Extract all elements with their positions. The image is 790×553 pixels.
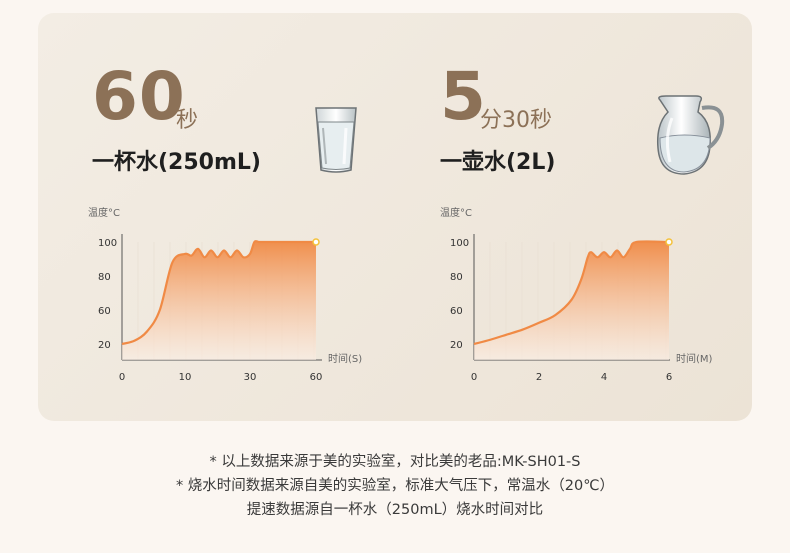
series-line (121, 240, 316, 346)
x-tick-label: 10 (179, 372, 192, 383)
x-tick-label: 6 (666, 372, 672, 383)
series-line (473, 240, 670, 346)
end-point-marker (665, 238, 673, 246)
panel2-time-value: 5 (440, 58, 486, 135)
y-axis-label: 温度°C (440, 206, 472, 219)
y-tick-label: 80 (98, 272, 111, 283)
y-tick-label: 20 (450, 340, 463, 351)
footnote-1: * 以上数据来源于美的实验室，对比美的老品:MK-SH01-S (209, 454, 581, 470)
y-tick-label: 60 (450, 306, 463, 317)
series-area (122, 241, 316, 360)
chart-one-pot: 温度°C 时间(M) 100 80 60 20 0 2 4 6 (440, 206, 713, 383)
x-tick-label: 60 (310, 372, 323, 383)
panel1-time-value: 60 (92, 58, 186, 135)
x-tick-label: 2 (536, 372, 542, 383)
y-tick-label: 20 (98, 340, 111, 351)
panel1-subtitle: 一杯水(250mL) (92, 150, 261, 175)
footnote-3: 提速数据源自一杯水（250mL）烧水时间对比 (246, 502, 544, 518)
y-tick-label: 60 (98, 306, 111, 317)
y-tick-label: 100 (450, 238, 469, 249)
end-point-marker (312, 238, 320, 246)
x-axis-label: 时间(M) (676, 352, 713, 365)
y-tick-label: 80 (450, 272, 463, 283)
x-tick-label: 0 (471, 372, 477, 383)
y-tick-label: 100 (98, 238, 117, 249)
panel2-time-unit: 分30秒 (480, 108, 552, 133)
water-jug-icon (656, 95, 725, 175)
x-tick-label: 4 (601, 372, 607, 383)
water-glass-icon (315, 107, 357, 173)
x-tick-label: 0 (119, 372, 125, 383)
x-axis-label: 时间(S) (328, 352, 362, 365)
panel1-time-unit: 秒 (176, 108, 199, 133)
y-axis-label: 温度°C (88, 206, 120, 219)
footnote-2: * 烧水时间数据来源自美的实验室，标准大气压下，常温水（20℃） (175, 478, 615, 494)
x-tick-label: 30 (244, 372, 257, 383)
panel2-subtitle: 一壶水(2L) (440, 150, 556, 175)
chart-one-cup: 温度°C 时间(S) 100 80 60 20 0 10 30 60 (88, 206, 362, 383)
